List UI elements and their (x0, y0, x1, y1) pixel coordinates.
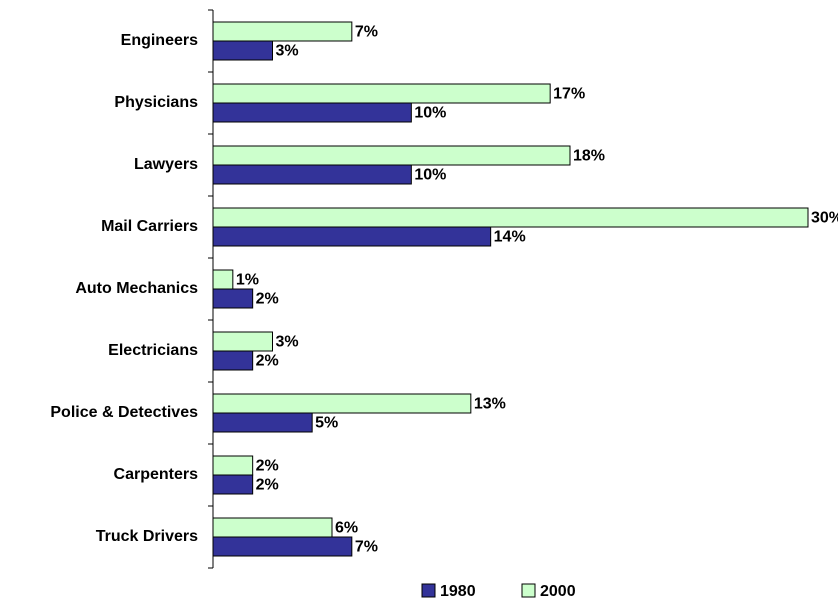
category-label: Truck Drivers (96, 528, 198, 545)
category-label: Mail Carriers (101, 218, 198, 235)
bar (212, 226, 492, 247)
value-label: 2% (256, 353, 279, 370)
value-label: 3% (276, 43, 299, 60)
value-label: 2% (256, 291, 279, 308)
category-label: Auto Mechanics (75, 280, 198, 297)
value-label: 10% (414, 105, 446, 122)
value-label: 13% (474, 396, 506, 413)
bar (212, 164, 412, 185)
value-label: 2% (256, 458, 279, 475)
bar (212, 536, 353, 557)
legend-swatch (421, 583, 436, 598)
legend-swatch (521, 583, 536, 598)
bar (212, 455, 254, 476)
category-label: Carpenters (114, 466, 199, 483)
bar (212, 517, 333, 538)
value-label: 3% (276, 334, 299, 351)
category-label: Physicians (114, 94, 198, 111)
bar (212, 83, 551, 104)
category-label: Engineers (121, 32, 198, 49)
value-label: 1% (236, 272, 259, 289)
bar (212, 21, 353, 42)
bar (212, 102, 412, 123)
value-label: 2% (256, 477, 279, 494)
bar (212, 331, 273, 352)
category-label: Police & Detectives (50, 404, 198, 421)
value-label: 30% (811, 210, 838, 227)
value-label: 7% (355, 539, 378, 556)
value-label: 6% (335, 520, 358, 537)
bar (212, 269, 234, 290)
bar (212, 288, 254, 309)
category-label: Electricians (108, 342, 198, 359)
legend-label: 1980 (440, 583, 476, 600)
bar (212, 207, 809, 228)
bar (212, 40, 273, 61)
legend-label: 2000 (540, 583, 576, 600)
bar (212, 474, 254, 495)
bar (212, 350, 254, 371)
value-label: 7% (355, 24, 378, 41)
bar (212, 393, 472, 414)
value-label: 18% (573, 148, 605, 165)
value-label: 14% (494, 229, 526, 246)
value-label: 10% (414, 167, 446, 184)
value-label: 5% (315, 415, 338, 432)
bar (212, 412, 313, 433)
category-label: Lawyers (134, 156, 198, 173)
value-label: 17% (553, 86, 585, 103)
bar (212, 145, 571, 166)
